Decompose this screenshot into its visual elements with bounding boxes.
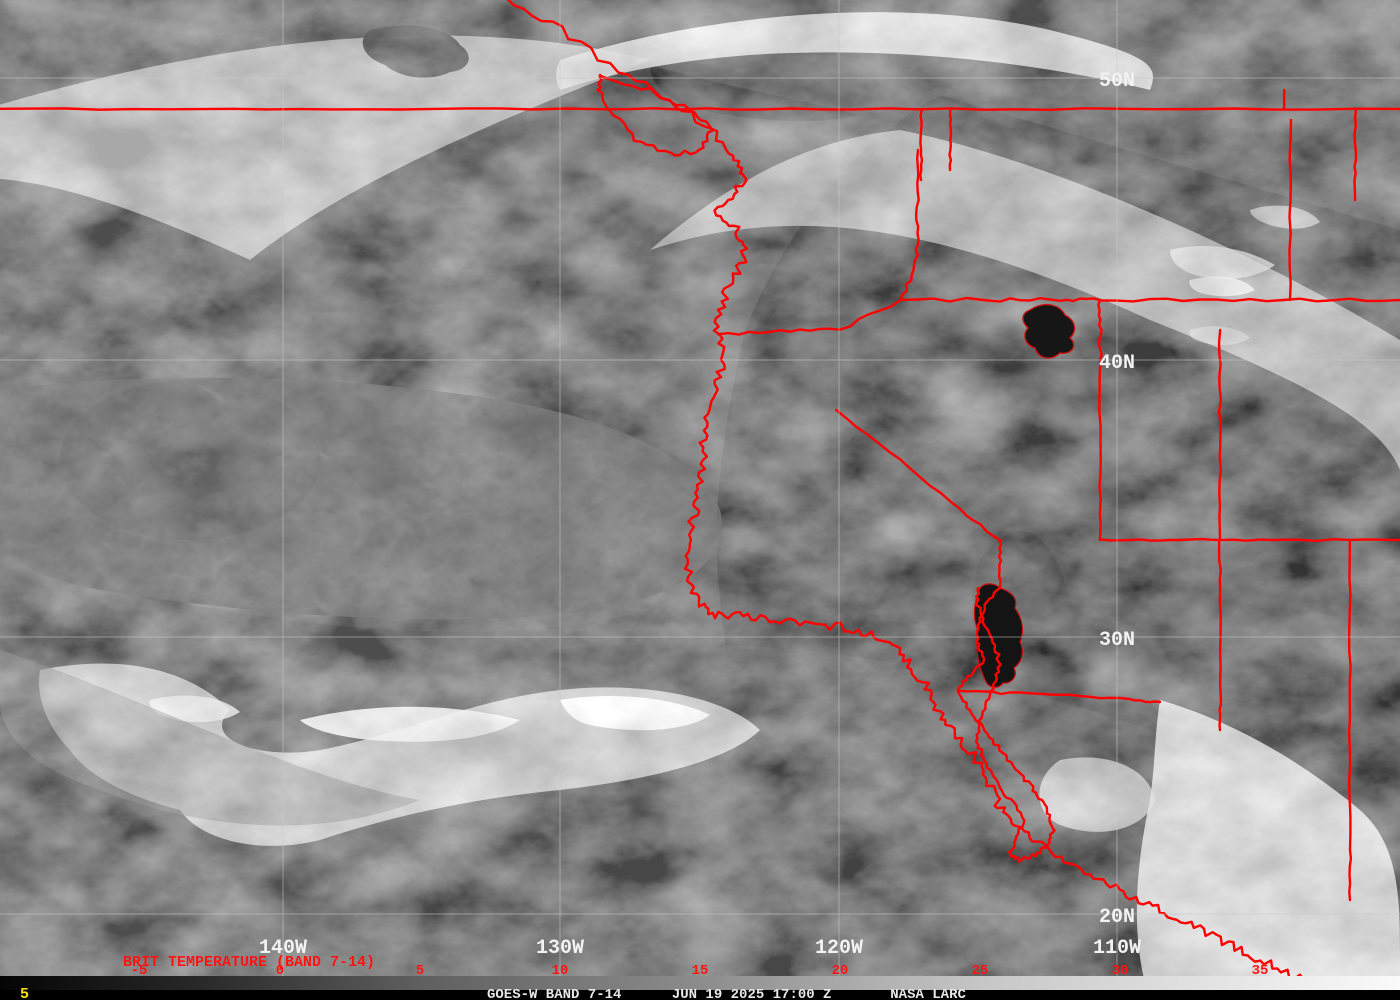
svg-text:5: 5 — [20, 986, 29, 1000]
svg-text:35: 35 — [1252, 963, 1269, 979]
svg-text:15: 15 — [692, 963, 709, 979]
svg-text:BRIT TEMPERATURE (BAND 7-14): BRIT TEMPERATURE (BAND 7-14) — [123, 954, 375, 971]
svg-text:0: 0 — [276, 963, 284, 979]
svg-text:25: 25 — [972, 963, 989, 979]
svg-text:20: 20 — [832, 963, 849, 979]
svg-text:5: 5 — [416, 963, 424, 979]
svg-text:10: 10 — [552, 963, 569, 979]
svg-text:GOES-W BAND 7-14 JUN 19 2: GOES-W BAND 7-14 JUN 19 2025 17:00 Z NAS… — [487, 987, 966, 1000]
svg-text:-5: -5 — [131, 963, 148, 979]
svg-text:30: 30 — [1112, 963, 1129, 979]
